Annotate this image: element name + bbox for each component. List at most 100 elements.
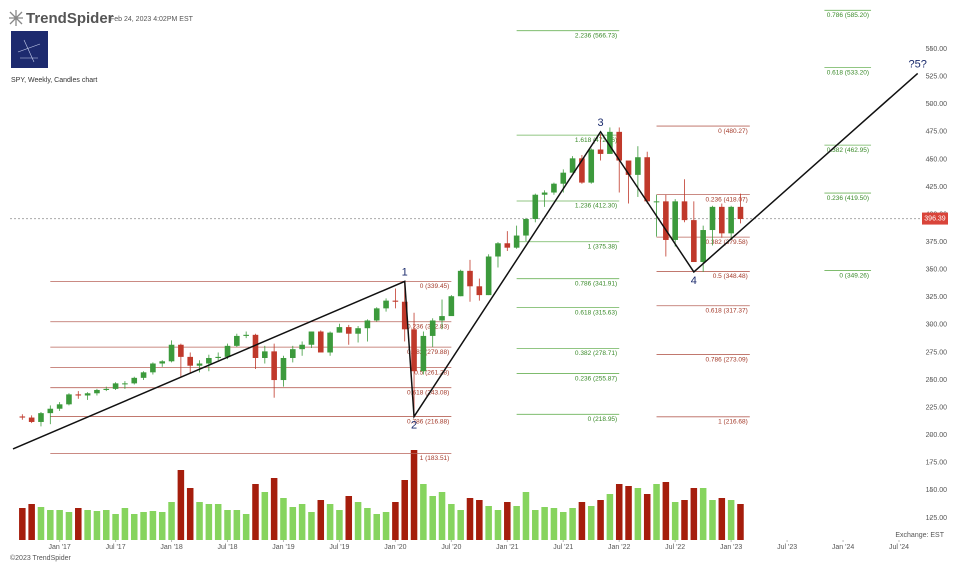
candle-body	[411, 329, 417, 372]
fib-label: 1.236 (412.30)	[575, 203, 617, 210]
candle-body	[373, 308, 380, 321]
candle-body	[299, 344, 305, 350]
candle-body	[317, 331, 324, 353]
fib-label: 0.5 (348.48)	[713, 273, 748, 280]
volume-bar	[47, 510, 54, 540]
volume-bar	[326, 504, 334, 540]
x-tick-label: Jan '18	[160, 544, 182, 551]
candle-body	[308, 331, 315, 345]
fib-label: 1.618 (472.06)	[575, 137, 617, 144]
candle-body	[355, 328, 361, 334]
volume-bar	[28, 504, 35, 540]
candle-body	[66, 394, 72, 405]
volume-bar	[457, 510, 464, 540]
volume-bar	[205, 504, 213, 540]
candle-body	[504, 243, 511, 248]
x-tick-label: Jul '23	[777, 544, 797, 551]
candle-body	[392, 300, 399, 302]
candle-body	[280, 357, 287, 381]
fib-label: 0 (349.26)	[839, 272, 869, 279]
volume-bar	[587, 506, 595, 540]
volume-bar	[382, 512, 390, 540]
volume-bar	[681, 500, 688, 540]
volume-bar	[130, 514, 138, 540]
candle-body	[485, 256, 492, 296]
volume-bar	[19, 508, 26, 540]
y-tick-label: 450.00	[926, 156, 948, 163]
fib-label: 0 (480.27)	[718, 128, 748, 135]
candle-body	[719, 206, 725, 234]
x-tick-label: Jul '19	[329, 544, 349, 551]
candle-body	[448, 296, 455, 317]
fib-label: 0.236 (419.50)	[827, 195, 869, 202]
candle-body	[551, 183, 557, 193]
candle-body	[457, 270, 464, 297]
y-tick-label: 250.00	[926, 377, 948, 384]
wave-label: ?5?	[908, 58, 926, 70]
candle-body	[644, 157, 651, 202]
candle-body	[513, 235, 520, 248]
fib-label: 0.786 (585.20)	[827, 12, 869, 19]
volume-bar	[261, 492, 269, 540]
candle-body	[401, 301, 408, 330]
candle-body	[709, 206, 716, 231]
candle-body	[168, 344, 175, 362]
volume-bar	[149, 511, 157, 540]
y-tick-label: 425.00	[926, 184, 948, 191]
fib-label: 0.236 (255.87)	[575, 375, 617, 382]
candle-body	[523, 219, 529, 236]
volume-bar	[289, 507, 297, 540]
candle-body	[625, 160, 632, 175]
volume-bar	[578, 502, 586, 540]
candle-body	[327, 332, 333, 353]
candle-body	[215, 356, 221, 358]
volume-bar	[121, 508, 129, 540]
fib-label: 1 (216.68)	[718, 419, 748, 426]
candle-body	[364, 320, 371, 329]
wave-label: 2	[411, 419, 417, 431]
x-tick-label: Jul '24	[889, 544, 909, 551]
x-tick-label: Jan '22	[608, 544, 630, 551]
candle-body	[140, 372, 147, 378]
volume-bar	[186, 488, 194, 540]
wave-label: 4	[691, 275, 697, 287]
candle-body	[103, 388, 110, 390]
candle-body	[579, 158, 585, 183]
volume-bar	[168, 502, 175, 540]
candle-body	[560, 172, 567, 184]
volume-bar	[93, 511, 101, 540]
volume-bar	[550, 508, 558, 540]
wave-label: 3	[598, 117, 604, 129]
candle-body	[439, 316, 445, 321]
volume-bar	[56, 510, 63, 540]
volume-bar	[233, 510, 241, 540]
y-tick-label: 550.00	[926, 46, 948, 53]
x-tick-label: Jan '19	[272, 544, 294, 551]
candle-body	[289, 349, 296, 358]
volume-bar	[37, 507, 45, 540]
candle-body	[131, 377, 138, 384]
fib-label: 0.786 (273.09)	[705, 356, 747, 363]
y-tick-label: 125.00	[926, 515, 948, 522]
volume-bar	[224, 510, 231, 540]
copyright: ©2023 TrendSpider	[10, 554, 71, 562]
last-price-tag	[922, 212, 948, 225]
volume-bar	[336, 510, 343, 540]
fib-label: 0.618 (315.63)	[575, 309, 617, 316]
candle-body	[150, 363, 156, 373]
fib-label: 0.786 (341.91)	[575, 280, 617, 287]
candle-body	[663, 201, 669, 240]
volume-bar	[214, 504, 222, 540]
x-tick-label: Jan '20	[384, 544, 406, 551]
candle-body	[653, 201, 660, 203]
volume-bar	[65, 512, 73, 540]
volume-bar	[401, 480, 408, 540]
chart-subtitle: SPY, Weekly, Candles chart	[11, 77, 97, 84]
candle-body	[271, 351, 277, 381]
candle-body	[84, 393, 91, 396]
volume-bar	[690, 488, 698, 540]
volume-bar	[364, 508, 371, 540]
logo-spider	[9, 10, 23, 26]
x-tick-label: Jul '22	[665, 544, 685, 551]
candle-body	[467, 270, 473, 287]
